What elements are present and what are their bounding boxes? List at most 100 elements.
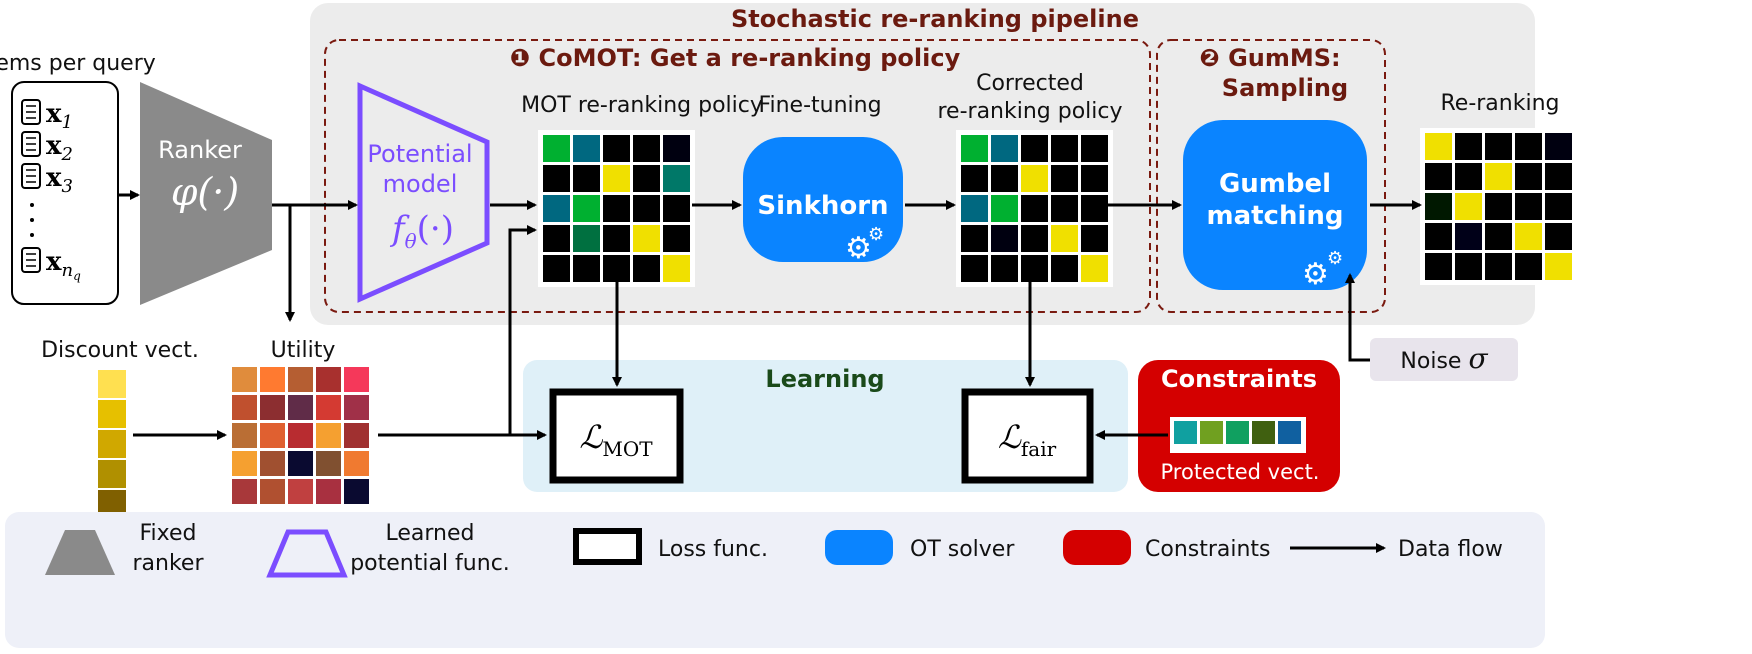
matrix-cell: [98, 460, 126, 488]
legend-constraints: Constraints: [1145, 537, 1271, 562]
pipeline-title: Stochastic re-ranking pipeline: [731, 5, 1139, 33]
ranker-shape: [140, 82, 272, 305]
gumbel-label-2: matching: [1206, 201, 1343, 231]
matrix-cell: [1081, 165, 1108, 192]
matrix-cell: [1545, 223, 1572, 250]
matrix-cell: [1081, 135, 1108, 162]
reranking-label: Re-ranking: [1440, 91, 1559, 116]
matrix-cell: [573, 135, 600, 162]
matrix-cell: [1425, 253, 1452, 280]
matrix-cell: [543, 165, 570, 192]
matrix-cell: [1021, 255, 1048, 282]
noise-box: [1370, 338, 1518, 381]
matrix-cell: [543, 195, 570, 222]
matrix-cell: [1081, 225, 1108, 252]
matrix-cell: [991, 195, 1018, 222]
matrix-cell: [260, 423, 285, 448]
matrix-cell: [633, 225, 660, 252]
matrix-cell: [344, 395, 369, 420]
loss-mot-box: [549, 388, 684, 484]
matrix-cell: [1485, 133, 1512, 160]
legend-loss-icon: [573, 528, 642, 565]
matrix-cell: [991, 225, 1018, 252]
sinkhorn-label: Sinkhorn: [757, 191, 888, 221]
matrix-cell: [288, 451, 313, 476]
comot-title: ❶ CoMOT: Get a re-ranking policy: [510, 44, 961, 72]
mot-label: MOT re-ranking policy: [521, 93, 763, 118]
matrix-cell: [344, 423, 369, 448]
matrix-cell: [1545, 133, 1572, 160]
matrix-cell: [1425, 193, 1452, 220]
potential-func: fθ(·): [389, 209, 454, 253]
ellipsis-dot: [30, 233, 34, 237]
matrix-cell: [1081, 255, 1108, 282]
learning-label: Learning: [765, 365, 884, 393]
protected-label: Protected vect.: [1161, 460, 1320, 484]
matrix-cell: [232, 395, 257, 420]
gear-icon: ⚙: [845, 231, 872, 266]
matrix-cell: [633, 195, 660, 222]
matrix-cell: [1051, 255, 1078, 282]
matrix-cell: [1051, 135, 1078, 162]
matrix-cell: [344, 367, 369, 392]
matrix-cell: [633, 135, 660, 162]
loss-mot: ℒMOT: [579, 418, 653, 461]
matrix-cell: [232, 367, 257, 392]
legend-loss: Loss func.: [658, 537, 768, 562]
matrix-cell: [961, 135, 988, 162]
matrix-cell: [316, 423, 341, 448]
matrix-cell: [1021, 135, 1048, 162]
utility-matrix: [232, 367, 369, 504]
matrix-cell: [1545, 253, 1572, 280]
gear-icon: ⚙: [868, 224, 884, 245]
document-icon: [21, 99, 41, 125]
matrix-cell: [1174, 421, 1197, 444]
mot-matrix: [538, 130, 695, 287]
corrected-label-1: Corrected: [976, 71, 1084, 96]
legend-fixed-ranker-icon: [45, 530, 115, 575]
legend-ot: OT solver: [910, 537, 1015, 562]
matrix-cell: [1515, 193, 1542, 220]
matrix-cell: [316, 479, 341, 504]
matrix-cell: [573, 255, 600, 282]
discount-vector: [98, 370, 126, 518]
finetune-label: Fine-tuning: [758, 93, 881, 118]
matrix-cell: [288, 479, 313, 504]
matrix-cell: [232, 451, 257, 476]
document-icon: [21, 163, 41, 189]
matrix-cell: [1485, 223, 1512, 250]
utility-label: Utility: [271, 338, 336, 363]
corrected-label-2: re-ranking policy: [937, 99, 1122, 124]
matrix-cell: [1252, 421, 1275, 444]
matrix-cell: [663, 255, 690, 282]
matrix-cell: [316, 451, 341, 476]
matrix-cell: [1200, 421, 1223, 444]
matrix-cell: [1278, 421, 1301, 444]
potential-label-2: model: [383, 170, 458, 198]
matrix-cell: [1021, 195, 1048, 222]
corrected-matrix: [956, 130, 1113, 287]
matrix-cell: [663, 165, 690, 192]
matrix-cell: [1515, 133, 1542, 160]
matrix-cell: [1455, 133, 1482, 160]
matrix-cell: [663, 195, 690, 222]
matrix-cell: [633, 255, 660, 282]
legend-ot-icon: [825, 530, 893, 565]
legend-fixed-1: Fixed: [139, 521, 196, 546]
legend-learned-1: Learned: [386, 521, 475, 546]
potential-label-1: Potential: [367, 140, 472, 168]
matrix-cell: [288, 395, 313, 420]
matrix-cell: [991, 165, 1018, 192]
legend-potential-icon: [266, 529, 348, 578]
gear-icon: ⚙: [1302, 257, 1329, 292]
matrix-cell: [1051, 225, 1078, 252]
matrix-cell: [573, 165, 600, 192]
reranking-matrix: [1420, 128, 1577, 285]
matrix-cell: [1021, 165, 1048, 192]
matrix-cell: [663, 135, 690, 162]
matrix-cell: [1455, 253, 1482, 280]
matrix-cell: [991, 255, 1018, 282]
matrix-cell: [1425, 163, 1452, 190]
matrix-cell: [573, 195, 600, 222]
